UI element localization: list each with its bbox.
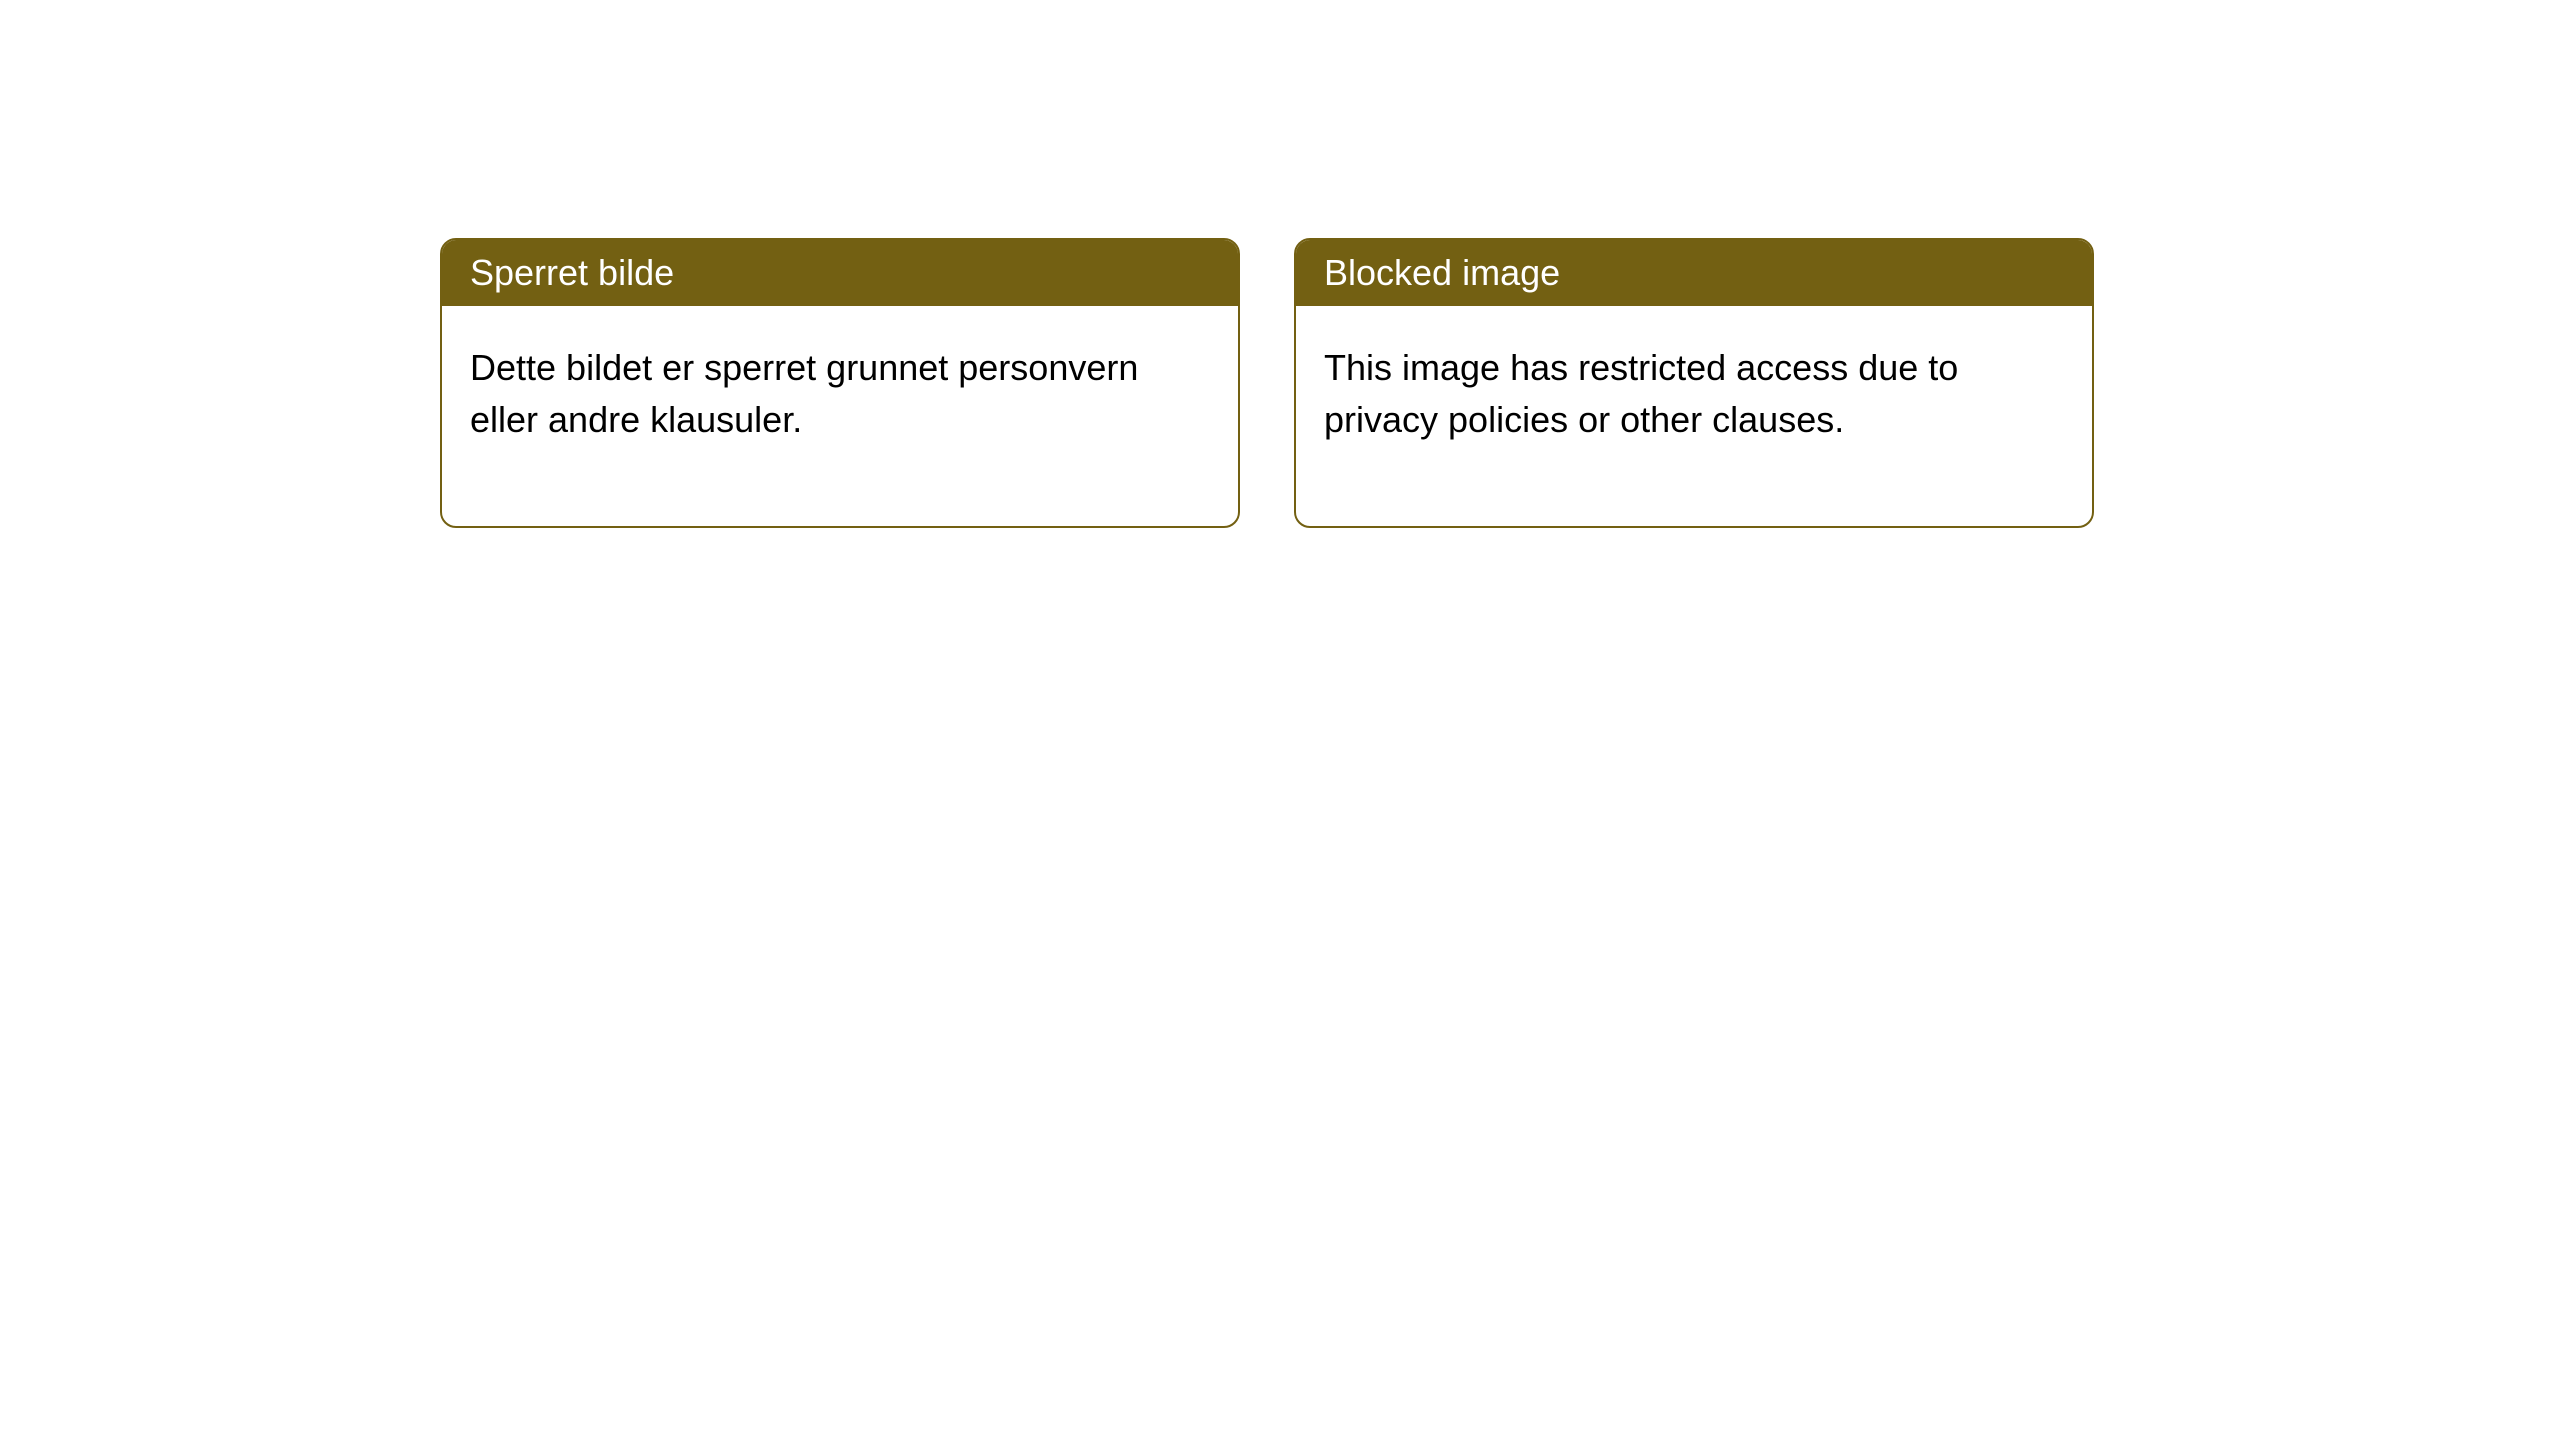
card-body: This image has restricted access due to … <box>1296 306 2092 526</box>
card-message: This image has restricted access due to … <box>1324 347 1958 440</box>
card-message: Dette bildet er sperret grunnet personve… <box>470 347 1138 440</box>
card-body: Dette bildet er sperret grunnet personve… <box>442 306 1238 526</box>
blocked-image-card-norwegian: Sperret bilde Dette bildet er sperret gr… <box>440 238 1240 528</box>
card-title: Blocked image <box>1324 252 1560 293</box>
blocked-image-card-english: Blocked image This image has restricted … <box>1294 238 2094 528</box>
card-title: Sperret bilde <box>470 252 674 293</box>
card-header: Blocked image <box>1296 240 2092 306</box>
card-header: Sperret bilde <box>442 240 1238 306</box>
notice-container: Sperret bilde Dette bildet er sperret gr… <box>0 0 2560 528</box>
